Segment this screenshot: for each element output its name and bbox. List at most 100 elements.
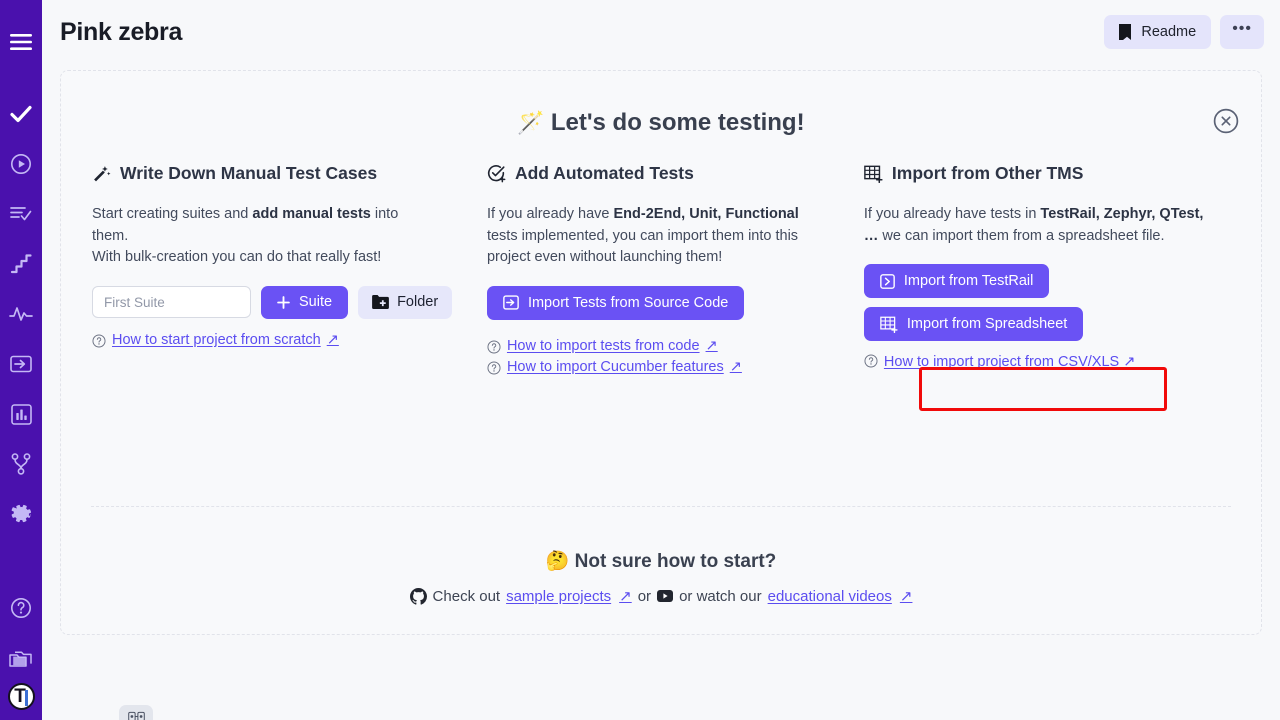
column-1-desc-line2: With bulk-creation you can do that reall… xyxy=(92,249,382,265)
main-area: Pink zebra Readme ••• xyxy=(42,0,1280,720)
column-1-title: Write Down Manual Test Cases xyxy=(120,163,378,183)
folder-plus-icon xyxy=(372,295,389,309)
column-import-other-tms: Import from Other TMS If you already hav… xyxy=(851,163,1231,379)
thinking-emoji: 🤔 xyxy=(545,551,570,572)
how-to-import-tests-from-code-link[interactable]: How to import tests from code xyxy=(506,337,700,354)
sidebar-item-test-cases[interactable] xyxy=(0,89,42,139)
magic-wand-emoji: 🪄 xyxy=(517,110,545,135)
more-options-button[interactable]: ••• xyxy=(1220,15,1264,49)
sidebar-item-settings[interactable] xyxy=(0,489,42,539)
question-circle-icon xyxy=(487,360,501,379)
table-plus-icon xyxy=(864,165,883,183)
column-1-controls: Suite Folder xyxy=(92,285,453,319)
app-logo[interactable]: T xyxy=(7,683,35,720)
sidebar-item-imports[interactable] xyxy=(0,339,42,389)
column-2-heading: Add Automated Tests xyxy=(487,163,817,184)
bot-status-chip[interactable] xyxy=(119,705,153,720)
close-panel-button[interactable] xyxy=(1213,108,1239,134)
top-bar-actions: Readme ••• xyxy=(1104,15,1264,49)
book-icon xyxy=(1119,24,1132,40)
readme-button[interactable]: Readme xyxy=(1104,15,1212,49)
import-arrow-icon xyxy=(10,355,32,373)
column-1-help-link[interactable]: How to start project from scratch ↗ xyxy=(92,332,437,352)
column-3-help-link[interactable]: How to import project from CSV/XLS ↗ xyxy=(864,352,1221,373)
how-to-start-project-link[interactable]: How to start project from scratch xyxy=(112,331,321,348)
panel-title-text: Let's do some testing! xyxy=(550,109,805,136)
column-3-desc-pre: If you already have tests in xyxy=(863,206,1041,222)
youtube-icon xyxy=(657,590,674,602)
footer-title: 🤔 Not sure how to start? xyxy=(61,549,1261,573)
sidebar: T xyxy=(0,0,42,720)
import-from-spreadsheet-label: Import from Spreadsheet xyxy=(906,316,1068,332)
import-from-testrail-button[interactable]: Import from TestRail xyxy=(863,264,1050,298)
column-2-help-link-1[interactable]: How to import tests from code ↗ xyxy=(487,338,817,358)
sidebar-item-milestones[interactable] xyxy=(0,239,42,289)
first-suite-input[interactable] xyxy=(92,286,251,318)
help-circle-icon xyxy=(11,598,31,618)
external-link-arrow-icon: ↗ xyxy=(1123,354,1136,370)
git-branch-icon xyxy=(11,453,31,475)
column-1-desc-post: into them. xyxy=(92,206,399,244)
educational-videos-link[interactable]: educational videos xyxy=(767,587,892,605)
import-tests-from-source-code-label: Import Tests from Source Code xyxy=(527,294,729,311)
footer-text-1: Check out xyxy=(432,587,501,605)
activity-pulse-icon xyxy=(9,307,33,321)
sidebar-menu-button[interactable] xyxy=(0,0,42,67)
page-title: Pink zebra xyxy=(60,17,183,46)
import-tests-from-source-code-button[interactable]: Import Tests from Source Code xyxy=(486,285,745,320)
column-3-desc-post: we can import them from a spreadsheet fi… xyxy=(878,227,1165,244)
footer-text-2: or xyxy=(637,587,652,605)
question-circle-icon xyxy=(864,354,878,372)
more-dots-icon: ••• xyxy=(1232,20,1252,37)
column-3-title: Import from Other TMS xyxy=(891,163,1084,183)
column-3-desc-bold: TestRail, Zephyr, QTest, … xyxy=(863,206,1204,244)
column-2-title: Add Automated Tests xyxy=(514,163,694,183)
sidebar-item-test-plans[interactable] xyxy=(0,189,42,239)
add-folder-button[interactable]: Folder xyxy=(358,285,453,319)
plus-icon xyxy=(277,295,290,309)
import-from-spreadsheet-button[interactable]: Import from Spreadsheet xyxy=(863,307,1084,341)
check-circle-plus-icon xyxy=(487,164,506,183)
onboarding-panel: 🪄 Let's do some testing! xyxy=(60,70,1262,635)
add-suite-button[interactable]: Suite xyxy=(261,285,349,319)
magic-wand-icon xyxy=(92,164,111,183)
question-circle-icon xyxy=(487,339,501,358)
column-2-desc-pre: If you already have xyxy=(486,206,614,222)
column-1-heading: Write Down Manual Test Cases xyxy=(92,163,437,184)
add-folder-label: Folder xyxy=(397,294,439,310)
bar-chart-icon xyxy=(10,403,32,425)
robot-icon xyxy=(127,711,145,720)
how-to-import-cucumber-features-link[interactable]: How to import Cucumber features xyxy=(506,358,724,375)
footer-text-3: or watch our xyxy=(679,587,762,605)
external-link-arrow-icon: ↗ xyxy=(619,588,632,605)
column-2-desc-bold: End-2End, Unit, Functional xyxy=(613,206,799,222)
steps-icon xyxy=(10,254,32,274)
column-2-help-link-2[interactable]: How to import Cucumber features ↗ xyxy=(487,359,817,379)
import-from-testrail-label: Import from TestRail xyxy=(903,273,1034,289)
external-link-arrow-icon: ↗ xyxy=(705,337,718,354)
sample-projects-link[interactable]: sample projects xyxy=(506,587,612,605)
top-bar: Pink zebra Readme ••• xyxy=(42,0,1280,64)
readme-label: Readme xyxy=(1141,24,1197,40)
close-icon xyxy=(1213,108,1239,134)
hamburger-menu-icon[interactable] xyxy=(0,17,42,67)
check-icon xyxy=(10,105,32,123)
how-to-import-csv-xls-link[interactable]: How to import project from CSV/XLS xyxy=(883,354,1120,370)
sidebar-item-test-runs[interactable] xyxy=(0,139,42,189)
panel-footer: 🤔 Not sure how to start? Check out sampl… xyxy=(61,549,1261,605)
logo-accent-bar xyxy=(24,690,28,706)
column-1-description: Start creating suites and add manual tes… xyxy=(92,204,437,269)
sidebar-item-projects[interactable] xyxy=(0,633,42,683)
external-link-arrow-icon: ↗ xyxy=(899,588,913,605)
sidebar-item-integrations[interactable] xyxy=(0,439,42,489)
sidebar-item-help[interactable] xyxy=(0,583,42,633)
question-circle-icon xyxy=(92,333,106,352)
sidebar-item-activity[interactable] xyxy=(0,289,42,339)
play-circle-icon xyxy=(11,154,31,174)
column-1-desc-bold: add manual tests xyxy=(252,206,371,222)
sidebar-item-reports[interactable] xyxy=(0,389,42,439)
column-3-description: If you already have tests in TestRail, Z… xyxy=(864,204,1221,247)
column-1-desc-pre: Start creating suites and xyxy=(92,206,253,222)
column-2-desc-post: tests implemented, you can import them i… xyxy=(486,227,799,266)
